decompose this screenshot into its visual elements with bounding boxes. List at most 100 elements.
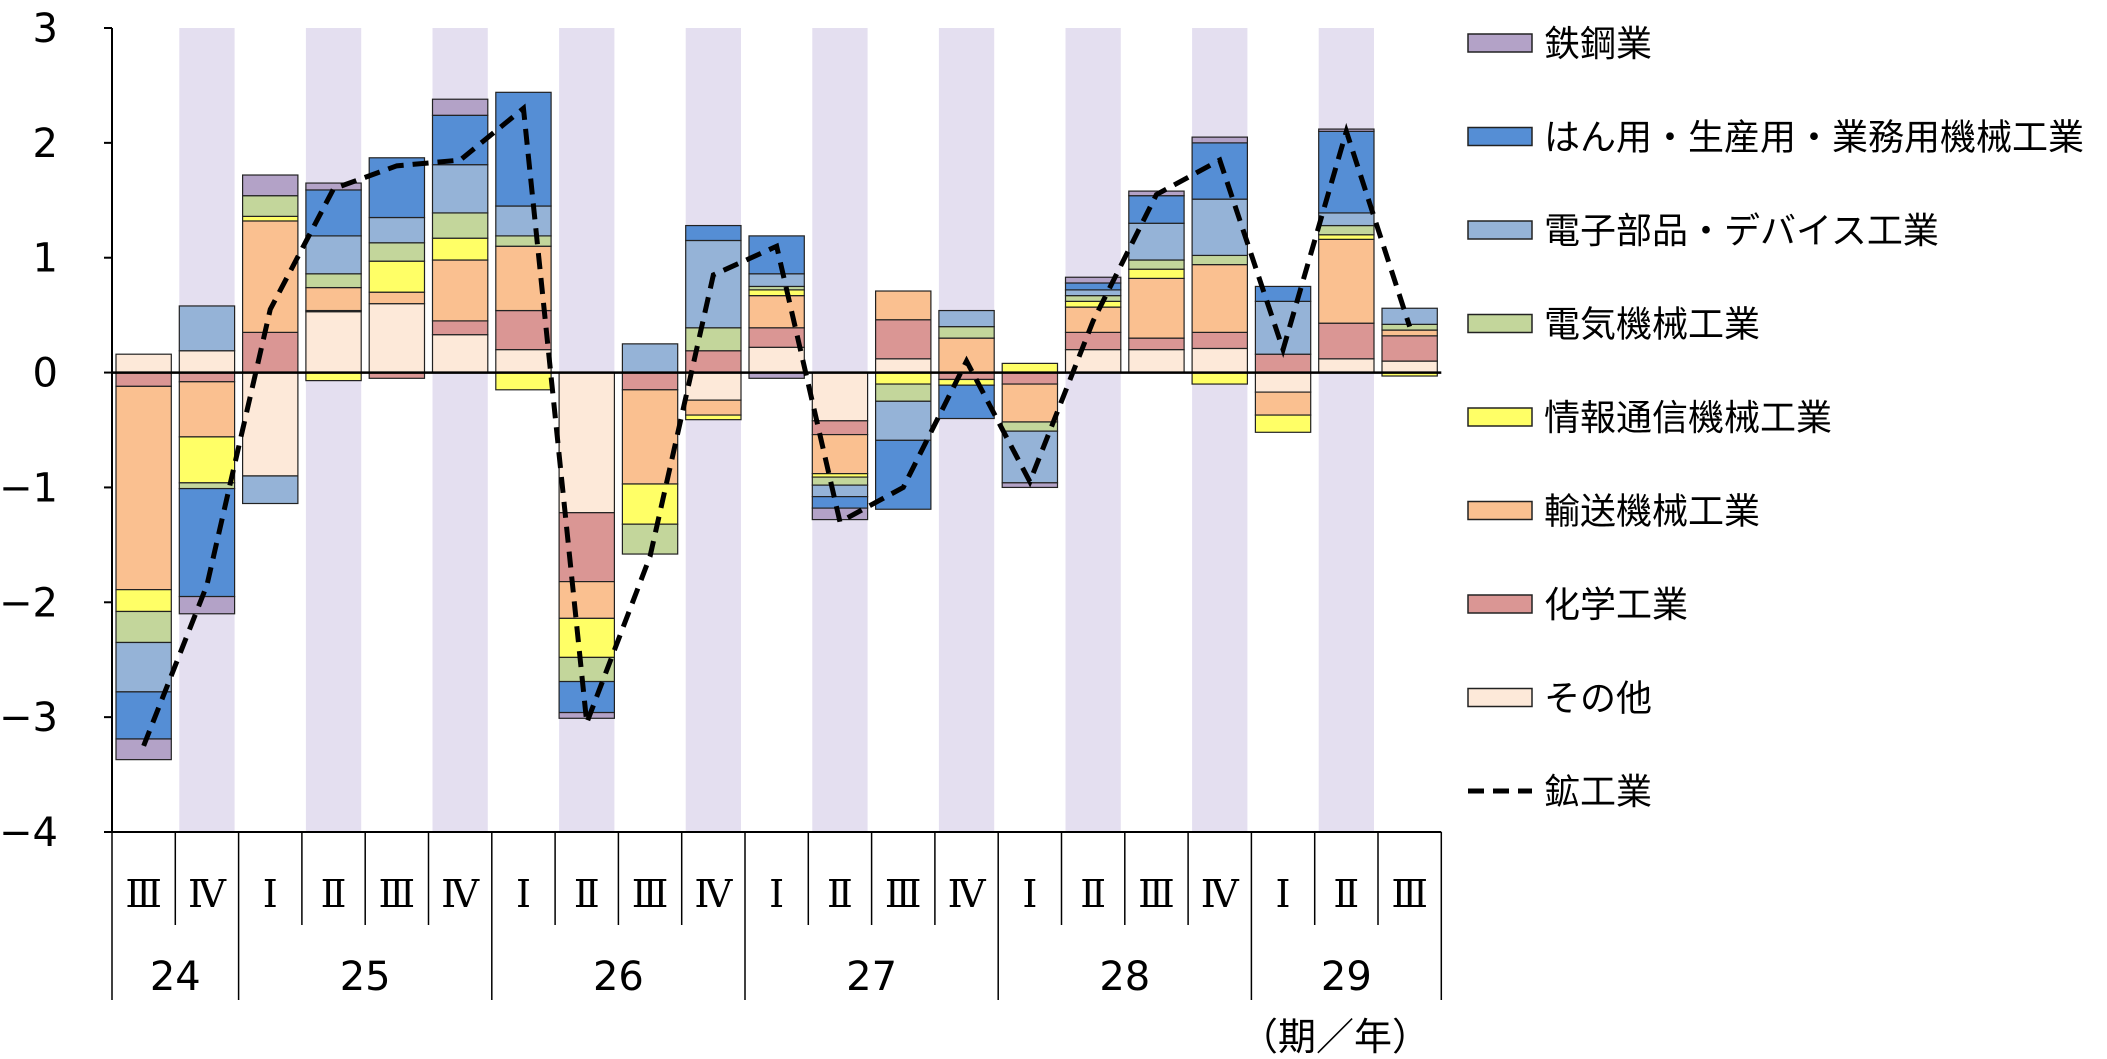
bar-segment xyxy=(242,195,299,217)
bar-segment xyxy=(115,589,172,613)
quarter-label: Ⅳ xyxy=(948,872,987,916)
shaded-band xyxy=(938,28,995,832)
bar-segment xyxy=(1254,391,1312,416)
bar-segment xyxy=(874,358,932,374)
y-tick-label: 1 xyxy=(33,236,58,282)
bar-segment xyxy=(368,157,426,219)
year-label: 29 xyxy=(1321,954,1372,1000)
bar-segment xyxy=(558,617,615,659)
bar-segment xyxy=(1318,212,1375,227)
bar-segment xyxy=(1128,268,1185,279)
bar-segment xyxy=(1254,371,1312,393)
bar-segment xyxy=(431,114,489,166)
bar-segment xyxy=(1381,329,1438,337)
legend-swatch xyxy=(1467,313,1533,334)
y-tick-label: 0 xyxy=(33,351,58,397)
bar-segment xyxy=(874,371,932,385)
bar-segment xyxy=(938,337,995,374)
year-label: 27 xyxy=(846,954,897,1000)
bar-segment xyxy=(115,641,172,693)
y-tick-label: −2 xyxy=(0,580,58,626)
bar-segment xyxy=(115,610,172,644)
y-tick-label: 3 xyxy=(33,6,58,52)
bar-segment xyxy=(811,476,869,486)
bar-segment xyxy=(1001,383,1059,423)
bar-segment xyxy=(368,216,426,244)
bar-segment xyxy=(748,346,805,374)
bar-segment xyxy=(305,286,362,312)
bar-segment xyxy=(368,260,426,293)
shaded-band xyxy=(1065,28,1121,832)
y-tick-label: −4 xyxy=(0,810,58,856)
quarter-label: Ⅲ xyxy=(632,872,669,916)
quarter-label: Ⅱ xyxy=(1333,872,1359,916)
legend-swatch xyxy=(1467,407,1533,427)
bar-segment xyxy=(495,309,552,351)
bar-segment xyxy=(1128,259,1185,270)
quarter-label: Ⅲ xyxy=(1138,872,1175,916)
bar-segment xyxy=(811,420,869,436)
total-line xyxy=(141,103,1413,747)
quarter-label: Ⅳ xyxy=(1201,872,1240,916)
bar-segment xyxy=(178,350,236,374)
legend-label: 情報通信機械工業 xyxy=(1544,398,1832,439)
bar-segment xyxy=(874,319,932,360)
bar-segment xyxy=(1318,234,1375,240)
bar-segment xyxy=(1064,300,1122,308)
quarter-label: Ⅲ xyxy=(1391,872,1428,916)
bar-segment xyxy=(621,371,679,391)
legend-swatch xyxy=(1467,687,1533,708)
bar-segment xyxy=(938,309,995,328)
bar-segment xyxy=(178,436,236,484)
bar-segment xyxy=(811,371,869,422)
legend-label: 鉄鋼業 xyxy=(1544,24,1652,65)
quarter-label: Ⅲ xyxy=(379,872,416,916)
year-label: 25 xyxy=(340,954,391,1000)
bar-segment xyxy=(685,414,742,421)
bar-segment xyxy=(811,484,869,498)
bar-segment xyxy=(1001,362,1059,374)
bar-segment xyxy=(621,483,679,525)
bar-segment xyxy=(178,595,236,615)
bar-segment xyxy=(558,512,615,583)
quarter-label: Ⅱ xyxy=(1080,872,1106,916)
legend-label: 電気機械工業 xyxy=(1544,305,1760,346)
bar-segment xyxy=(431,237,489,261)
legend-label: 電子部品・デバイス工業 xyxy=(1544,211,1939,252)
bar-segment xyxy=(558,371,615,514)
year-label: 26 xyxy=(593,954,644,1000)
bar-segment xyxy=(685,371,742,401)
y-tick-label: −1 xyxy=(0,465,58,511)
bar-segment xyxy=(874,439,932,510)
legend-swatch xyxy=(1467,594,1533,614)
legend-label: その他 xyxy=(1544,679,1652,720)
bar-segment xyxy=(748,273,805,288)
bar-segment xyxy=(1191,264,1248,333)
bar-segment xyxy=(1318,224,1375,236)
bar-segment xyxy=(874,400,932,441)
legend-swatch xyxy=(1467,126,1533,147)
bar-segment xyxy=(1191,347,1248,374)
quarter-label: Ⅱ xyxy=(827,872,853,916)
bar-segment xyxy=(1191,198,1248,257)
bar-segment xyxy=(178,305,236,352)
bar-segment xyxy=(495,371,552,391)
bar-segment xyxy=(1318,358,1375,374)
bar-segment xyxy=(242,475,299,505)
mining-industry-line xyxy=(141,103,1413,747)
quarter-label: Ⅳ xyxy=(441,872,480,916)
bar-segment xyxy=(685,327,742,352)
bar-segment xyxy=(431,98,489,116)
legend: 鉄鋼業はん用・生産用・業務用機械工業電子部品・デバイス工業電気機械工業情報通信機… xyxy=(1467,24,2084,813)
bar-segment xyxy=(685,399,742,416)
quarter-label: Ⅱ xyxy=(574,872,600,916)
bar-segment xyxy=(495,349,552,374)
bar-segment xyxy=(305,235,362,275)
bar-segment xyxy=(874,290,932,321)
bar-segment xyxy=(431,212,489,239)
legend-label: 輸送機械工業 xyxy=(1544,492,1760,533)
bar-segment xyxy=(178,482,236,490)
bar-segment xyxy=(938,326,995,339)
quarter-label: Ⅰ xyxy=(1022,872,1037,916)
legend-label: はん用・生産用・業務用機械工業 xyxy=(1544,118,2084,159)
